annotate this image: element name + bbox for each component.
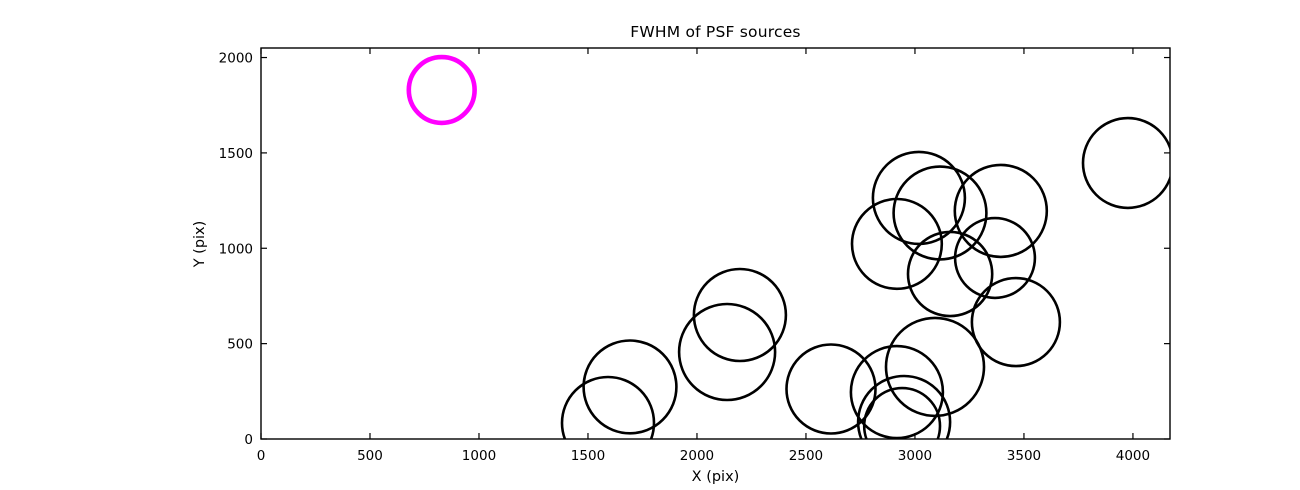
- x-axis-tick-label: 4000: [1116, 448, 1150, 464]
- x-axis-tick-label: 2500: [789, 448, 823, 464]
- psf-circle: [692, 267, 788, 363]
- psf-circle: [953, 216, 1037, 300]
- x-axis-tick-label: 500: [357, 448, 383, 464]
- x-axis-tick-label: 1500: [571, 448, 605, 464]
- y-axis-tick-label: 0: [244, 432, 253, 448]
- psf-circle: [970, 276, 1062, 368]
- psf-circle: [892, 165, 988, 261]
- psf-circle: [785, 343, 877, 435]
- psf-circle: [884, 316, 986, 418]
- chart-title: FWHM of PSF sources: [630, 23, 801, 41]
- psf-circle: [856, 374, 952, 439]
- psf-circle: [953, 163, 1049, 259]
- psf-circle: [871, 150, 967, 246]
- y-axis-tick-label: 500: [227, 337, 253, 353]
- y-axis-tick-label: 2000: [219, 51, 253, 67]
- x-axis-label: X (pix): [691, 469, 740, 485]
- psf-circle: [849, 344, 945, 439]
- psf-circle: [906, 230, 994, 318]
- psf-circle: [850, 197, 944, 291]
- plot-border: [260, 47, 1171, 440]
- highlight-circle: [406, 54, 477, 126]
- x-axis-tick-label: 2000: [680, 448, 714, 464]
- x-axis-tick-label: 3500: [1007, 448, 1041, 464]
- psf-circle: [677, 302, 777, 402]
- x-axis-tick-label: 1000: [462, 448, 496, 464]
- psf-circles-layer: [406, 54, 1170, 439]
- psf-circle: [560, 375, 656, 439]
- psf-circle: [1081, 116, 1170, 210]
- x-axis-tick-label: 3000: [898, 448, 932, 464]
- x-axis-tick-label: 0: [257, 448, 266, 464]
- psf-circle: [582, 339, 678, 435]
- y-axis-tick-label: 1500: [219, 146, 253, 162]
- y-axis-tick-label: 1000: [219, 241, 253, 257]
- psf-circle: [862, 386, 942, 439]
